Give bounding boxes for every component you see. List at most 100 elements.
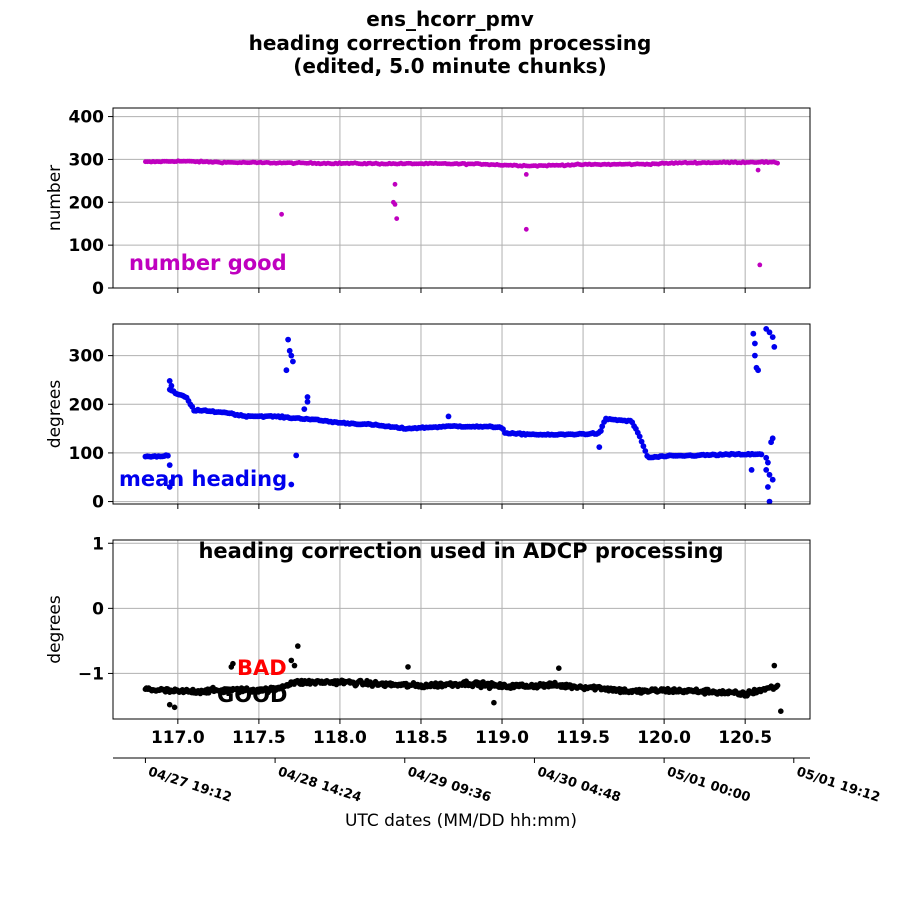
outlier-point xyxy=(766,498,773,505)
data-point xyxy=(642,448,649,454)
date-tick-label: 04/30 04:48 xyxy=(535,765,622,806)
data-point xyxy=(774,682,781,689)
data-point xyxy=(638,438,645,445)
figure-title-line-2: heading correction from processing xyxy=(249,31,652,55)
data-point xyxy=(702,691,708,697)
outlier-point xyxy=(291,662,298,669)
x-tick-label: 118.0 xyxy=(313,728,367,748)
outlier-point xyxy=(769,334,776,340)
outlier-point xyxy=(523,172,529,177)
y-tick-label: 0 xyxy=(92,279,104,299)
outlier-point xyxy=(290,358,296,365)
panel-heading-correction: 117.0 117.5 118.0 118.5 119.0 119.5 120.0 120.5… xyxy=(45,534,811,748)
data-points xyxy=(142,326,778,505)
outlier-point xyxy=(766,329,773,336)
x-tick-label: 120.0 xyxy=(637,728,691,748)
outlier-point xyxy=(166,701,173,708)
y-tick-label: 0 xyxy=(92,493,104,513)
data-points xyxy=(142,643,784,714)
date-tick-label: 04/29 09:36 xyxy=(406,765,493,806)
outlier-point xyxy=(166,462,173,468)
outlier-point xyxy=(283,367,290,374)
figure-title-line-1: ens_hcorr_pmv xyxy=(366,7,533,31)
outlier-point xyxy=(771,344,778,350)
outlier-point xyxy=(168,479,175,485)
date-axis: 04/27 19:12 04/28 14:24 04/29 09:36 04/30 0… xyxy=(113,757,882,806)
date-tick-label: 04/28 14:24 xyxy=(276,765,363,806)
outlier-point xyxy=(765,459,771,466)
y-tick-label: 100 xyxy=(69,236,105,256)
outlier-point xyxy=(168,382,175,389)
good-label: GOOD xyxy=(217,683,287,707)
outlier-point xyxy=(293,452,300,459)
y-tick-label: 300 xyxy=(69,150,105,170)
outlier-point xyxy=(596,444,603,450)
panel-number-good: 0 100 200 300 400 number number good xyxy=(45,107,811,299)
y-tick-label: 400 xyxy=(69,108,105,128)
outlier-point xyxy=(288,657,295,664)
outlier-point xyxy=(763,454,770,461)
figure-title-line-3: (edited, 5.0 minute chunks) xyxy=(293,54,606,78)
y-axis-label: degrees xyxy=(45,595,65,664)
outlier-point xyxy=(556,665,562,671)
outlier-point xyxy=(752,340,758,347)
panel-title: heading correction used in ADCP processi… xyxy=(198,539,723,563)
outlier-point xyxy=(752,352,758,359)
outlier-point xyxy=(288,481,295,488)
outlier-point xyxy=(766,471,773,478)
data-point xyxy=(636,433,643,440)
outlier-point xyxy=(750,330,757,337)
outlier-point xyxy=(523,226,529,232)
y-axis-label: number xyxy=(45,165,65,231)
outlier-point xyxy=(286,347,293,354)
plot-frame xyxy=(112,323,811,505)
outlier-point xyxy=(757,262,763,268)
x-tick-label: 117.5 xyxy=(232,728,286,748)
outlier-point xyxy=(755,167,761,173)
outlier-point xyxy=(304,394,311,400)
x-tick-label: 119.0 xyxy=(475,728,529,748)
outlier-point xyxy=(392,202,398,207)
panel-annotation: mean heading xyxy=(119,467,287,491)
plot-frame xyxy=(112,107,811,289)
x-tick-label: 118.5 xyxy=(394,728,448,748)
outlier-point xyxy=(771,662,778,669)
outlier-point xyxy=(166,484,173,490)
outlier-point xyxy=(755,367,761,374)
x-tick-label: 117.0 xyxy=(151,728,205,748)
x-tick-label: 120.5 xyxy=(718,728,772,748)
figure-title: ens_hcorr_pmv heading correction from pr… xyxy=(249,7,652,78)
outlier-point xyxy=(301,406,308,412)
outlier-point xyxy=(748,467,755,473)
plot-frame xyxy=(112,539,811,720)
y-tick-label: 1 xyxy=(92,534,104,554)
outlier-point xyxy=(304,398,311,405)
y-tick-label: 200 xyxy=(69,193,105,213)
outlier-point xyxy=(768,439,774,446)
outlier-point xyxy=(228,664,235,670)
y-tick-label: −1 xyxy=(78,664,104,684)
outlier-point xyxy=(769,476,776,483)
y-tick-label: 200 xyxy=(69,395,105,415)
outlier-point xyxy=(392,181,398,187)
data-point xyxy=(165,452,171,459)
y-tick-label: 100 xyxy=(69,444,105,464)
outlier-point xyxy=(763,467,770,473)
y-tick-label: 300 xyxy=(69,347,105,367)
date-tick-label: 05/01 00:00 xyxy=(665,765,752,806)
x-axis-label: UTC dates (MM/DD hh:mm) xyxy=(345,811,577,831)
data-point xyxy=(775,160,780,166)
bad-label: BAD xyxy=(237,656,287,680)
outlier-point xyxy=(445,413,452,420)
outlier-point xyxy=(765,484,771,490)
y-axis-label: degrees xyxy=(45,380,65,449)
y-tick-label: 0 xyxy=(92,599,104,619)
outlier-point xyxy=(405,664,411,670)
outlier-point xyxy=(166,378,173,384)
x-tick-label: 119.5 xyxy=(556,728,610,748)
outlier-point xyxy=(598,428,604,434)
data-point xyxy=(758,451,765,458)
outlier-point xyxy=(778,708,784,714)
